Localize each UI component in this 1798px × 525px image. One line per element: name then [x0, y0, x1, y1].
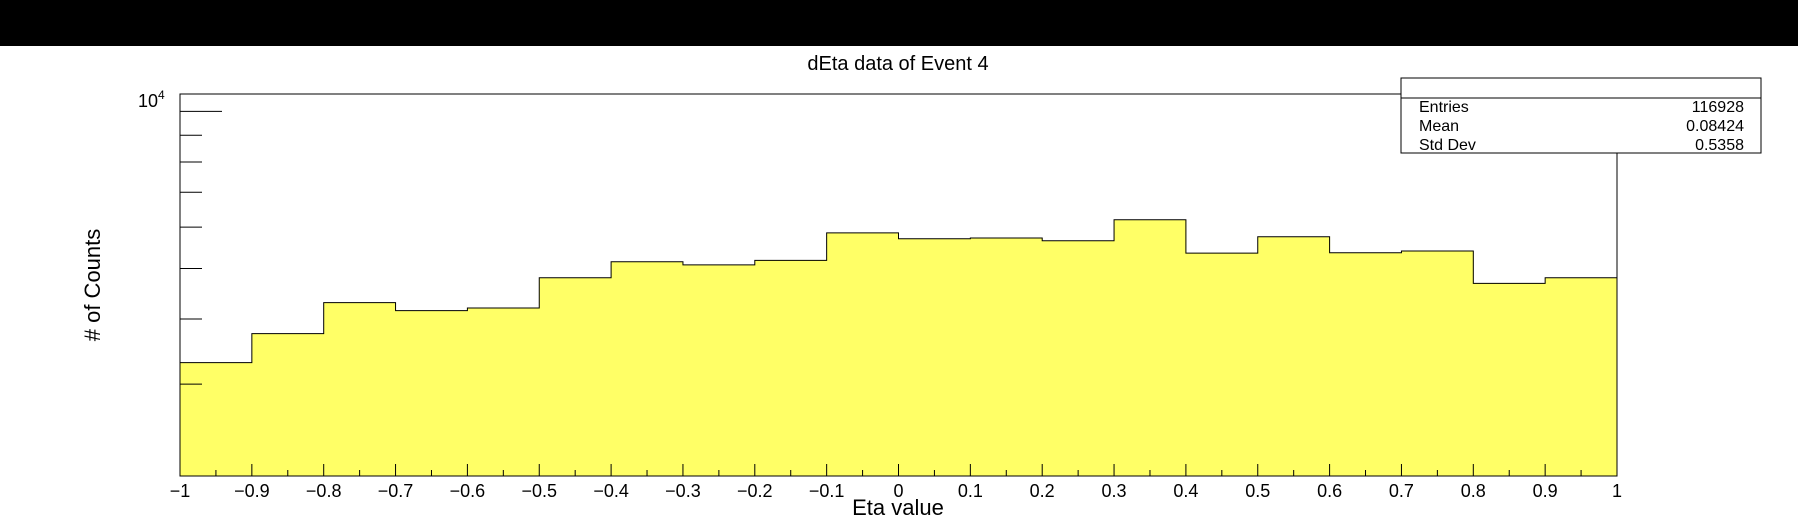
x-tick-label: −0.7 [378, 481, 414, 501]
stats-entries-value: 116928 [1692, 99, 1744, 116]
histogram-bin [611, 261, 684, 476]
y-tick-base: 10 [138, 91, 158, 111]
x-tick-label: −0.3 [665, 481, 701, 501]
histogram-bin [1329, 252, 1402, 476]
x-tick-label: 0.5 [1245, 481, 1270, 501]
x-axis-title: Eta value [852, 495, 944, 520]
histogram-plot: dEta data of Event 4 −1 −0.9 −0.8 −0.7 −0.6−… [80, 53, 1762, 520]
histogram-bin [1545, 277, 1618, 476]
stats-entries-label: Entries [1419, 99, 1469, 116]
histogram-bin [323, 302, 397, 476]
y-tick-exponent: 4 [158, 88, 165, 102]
histogram-bars [180, 219, 1618, 477]
x-tick-label: −0.1 [809, 481, 845, 501]
canvas: dEta data of Event 4 −1 −0.9 −0.8 −0.7 −0.6−… [0, 46, 1798, 525]
y-axis-title: # of Counts [80, 229, 105, 342]
stats-mean-label: Mean [1419, 118, 1459, 135]
histogram-bin [1114, 219, 1187, 477]
x-tick-label: 1 [1612, 481, 1622, 501]
histogram-bin [682, 264, 756, 476]
histogram-bin [1473, 283, 1546, 476]
x-tick-label: −0.4 [593, 481, 629, 501]
x-tick-label: 0 [893, 481, 903, 501]
histogram-bin [539, 277, 612, 476]
histogram-bin [1401, 251, 1474, 476]
x-tick-label: −0.8 [306, 481, 342, 501]
x-tick-label: 0.8 [1461, 481, 1486, 501]
histogram-bin [898, 238, 971, 476]
x-axis-tick-labels: −1 −0.9 −0.8 −0.7 −0.6 −0.5 −0.4 −0.3 −0.2 −0.1 0 0… [170, 481, 1622, 501]
histogram-bin [970, 237, 1043, 476]
x-tick-label: −0.5 [521, 481, 557, 501]
histogram-bin [1257, 236, 1331, 476]
x-tick-label: 0.4 [1173, 481, 1198, 501]
y-tick-label-top: 104 [138, 88, 165, 111]
histogram-bin [754, 260, 828, 476]
stats-mean-value: 0.08424 [1686, 118, 1744, 135]
histogram-bin [251, 333, 325, 476]
histogram-outline [180, 219, 1618, 476]
histogram-bin [180, 362, 253, 476]
x-tick-label: 0.9 [1533, 481, 1558, 501]
x-tick-label: 0.3 [1102, 481, 1127, 501]
x-tick-label: −0.6 [450, 481, 486, 501]
histogram-bin [467, 307, 540, 476]
stats-box: Entries 116928 Mean 0.08424 Std Dev 0.53… [1400, 77, 1762, 154]
x-tick-label: 0.1 [958, 481, 983, 501]
y-axis-ticks [180, 110, 222, 477]
x-tick-label: −0.9 [234, 481, 270, 501]
histogram-bin [395, 310, 468, 476]
x-tick-label: −1 [170, 481, 191, 501]
histogram-bin [826, 232, 899, 476]
stats-stddev-label: Std Dev [1419, 137, 1476, 154]
x-tick-label: 0.2 [1030, 481, 1055, 501]
chart-title: dEta data of Event 4 [807, 53, 988, 75]
stats-stddev-value: 0.5358 [1695, 137, 1744, 154]
x-tick-label: 0.6 [1317, 481, 1342, 501]
histogram-bin [1185, 253, 1259, 476]
x-axis-ticks [179, 464, 1618, 476]
x-tick-label: 0.7 [1389, 481, 1414, 501]
histogram-bin [1042, 240, 1115, 476]
x-tick-label: −0.2 [737, 481, 773, 501]
